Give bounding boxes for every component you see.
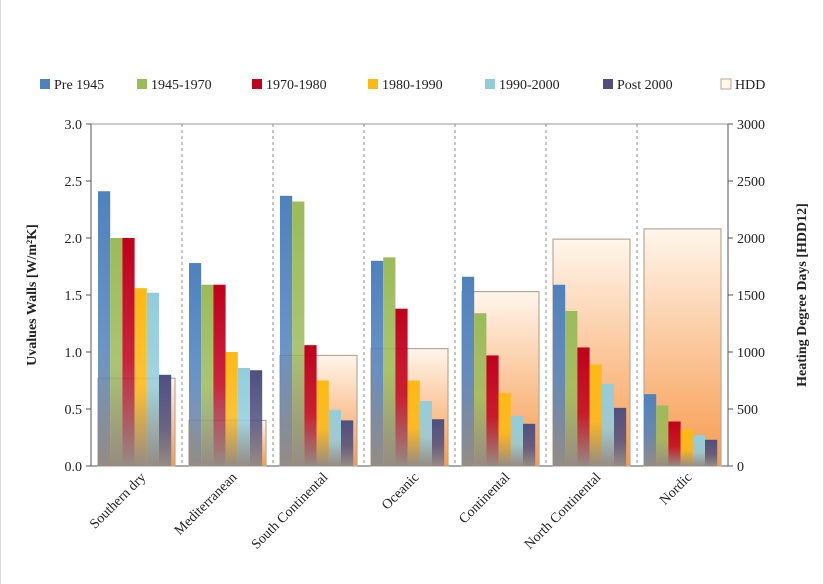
y2-axis-title: Heating Degree Days [HDD12] xyxy=(795,203,810,387)
bar-north-continental-1945-1970 xyxy=(565,310,578,466)
y2-tick-label: 1000 xyxy=(737,346,765,361)
legend-swatch-1990-2000 xyxy=(485,79,495,89)
bar-continental-1970-1980 xyxy=(486,355,499,466)
legend-swatch-1945-1970 xyxy=(137,79,147,89)
bar-south-continental-1990-2000 xyxy=(328,410,341,466)
bar-southern-dry-post-2000 xyxy=(159,374,172,466)
category-label-continental: Continental xyxy=(457,470,514,527)
bar-south-continental-1980-1990 xyxy=(316,380,329,466)
y-tick-label: 2.5 xyxy=(65,175,83,190)
legend-swatch-hdd xyxy=(720,78,732,90)
y2-tick-label: 2000 xyxy=(737,232,765,247)
bar-oceanic-pre-1945 xyxy=(371,260,384,466)
bar-mediterranean-pre-1945 xyxy=(189,263,202,466)
legend-label-1945-1970: 1945-1970 xyxy=(151,78,212,93)
bar-north-continental-pre-1945 xyxy=(553,284,566,466)
bar-south-continental-post-2000 xyxy=(341,420,354,466)
bar-oceanic-1990-2000 xyxy=(419,401,432,466)
bar-continental-1945-1970 xyxy=(474,313,487,466)
legend-swatch-1980-1990 xyxy=(368,79,378,89)
y-tick-label: 0.0 xyxy=(65,460,83,475)
category-label-southern-dry: Southern dry xyxy=(87,470,149,532)
bar-south-continental-1970-1980 xyxy=(304,345,317,466)
bar-southern-dry-1980-1990 xyxy=(134,288,147,466)
bar-nordic-pre-1945 xyxy=(644,394,657,466)
category-label-mediterranean: Mediterranean xyxy=(172,470,240,538)
bar-north-continental-1980-1990 xyxy=(589,364,602,466)
category-label-oceanic: Oceanic xyxy=(379,470,422,513)
y2-tick-label: 1500 xyxy=(737,289,765,304)
bar-mediterranean-1970-1980 xyxy=(213,284,226,466)
bar-series xyxy=(98,191,718,466)
bar-nordic-1945-1970 xyxy=(656,405,669,466)
y2-tick-label: 2500 xyxy=(737,175,765,190)
bar-nordic-post-2000 xyxy=(705,439,718,466)
bar-continental-1990-2000 xyxy=(510,415,523,466)
bar-mediterranean-1945-1970 xyxy=(201,284,214,466)
bar-continental-pre-1945 xyxy=(462,276,475,466)
legend-label-1970-1980: 1970-1980 xyxy=(266,78,327,93)
legend-swatch-pre-1945 xyxy=(40,79,50,89)
category-label-nordic: Nordic xyxy=(657,470,695,508)
bar-southern-dry-pre-1945 xyxy=(98,191,111,466)
bar-nordic-1990-2000 xyxy=(692,435,705,466)
bar-southern-dry-1945-1970 xyxy=(110,238,123,466)
legend-label-post-2000: Post 2000 xyxy=(617,78,673,93)
y-tick-label: 1.5 xyxy=(65,289,83,304)
legend-label-1980-1990: 1980-1990 xyxy=(382,78,443,93)
frame-border-left xyxy=(0,0,1,584)
bar-continental-post-2000 xyxy=(523,423,536,466)
bar-north-continental-1970-1980 xyxy=(577,347,590,466)
category-label-south-continental: South Continental xyxy=(249,470,331,552)
legend-label-pre-1945: Pre 1945 xyxy=(54,78,104,93)
bar-oceanic-1970-1980 xyxy=(395,308,408,466)
legend-label-hdd: HDD xyxy=(735,78,765,93)
legend-swatch-post-2000 xyxy=(603,79,613,89)
bar-north-continental-post-2000 xyxy=(614,407,627,466)
y-tick-label: 0.5 xyxy=(65,403,83,418)
y-tick-label: 3.0 xyxy=(65,118,83,133)
bar-mediterranean-post-2000 xyxy=(250,370,263,466)
y2-tick-label: 0 xyxy=(737,460,744,475)
legend-swatch-1970-1980 xyxy=(252,79,262,89)
bar-north-continental-1990-2000 xyxy=(601,383,614,466)
bar-mediterranean-1990-2000 xyxy=(237,367,250,466)
category-label-north-continental: North Continental xyxy=(522,470,604,552)
legend-label-1990-2000: 1990-2000 xyxy=(499,78,560,93)
bar-southern-dry-1970-1980 xyxy=(122,238,135,466)
bar-nordic-1980-1990 xyxy=(680,429,693,466)
y-tick-label: 1.0 xyxy=(65,346,83,361)
bar-continental-1980-1990 xyxy=(498,393,511,466)
y2-tick-label: 500 xyxy=(737,403,758,418)
bar-south-continental-pre-1945 xyxy=(280,195,293,466)
y-axis-title: Uvalues Walls [W/m²K] xyxy=(25,224,40,366)
bar-south-continental-1945-1970 xyxy=(292,201,305,466)
bar-southern-dry-1990-2000 xyxy=(146,292,159,466)
bar-nordic-1970-1980 xyxy=(668,421,681,466)
legend: Pre 1945 1945-1970 1970-1980 1980-1990 1990-… xyxy=(40,78,765,93)
bar-mediterranean-1980-1990 xyxy=(225,352,238,466)
y-tick-label: 2.0 xyxy=(65,232,83,247)
bar-oceanic-post-2000 xyxy=(432,419,445,466)
bar-oceanic-1945-1970 xyxy=(383,257,396,466)
bar-oceanic-1980-1990 xyxy=(407,380,420,466)
y2-tick-label: 3000 xyxy=(737,118,765,133)
